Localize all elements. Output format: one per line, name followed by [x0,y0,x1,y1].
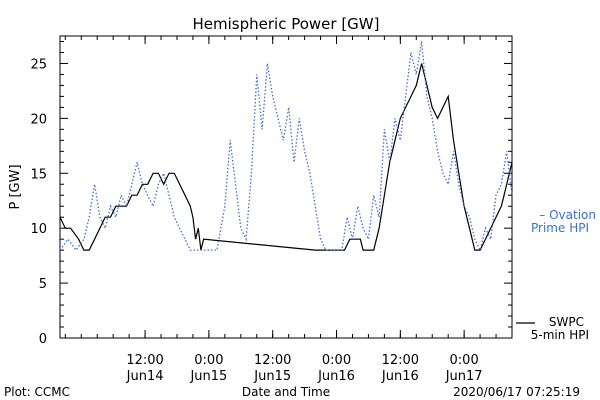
y-axis: 0 5 10 15 20 25 [30,40,512,347]
x-tick-time-label: 0:00 [194,353,223,368]
y-axis-label: P [GW] [8,164,23,209]
legend-ovation-label: Prime HPI [531,221,589,235]
plot-frame [59,35,513,339]
x-tick-date-label: Jun15 [189,369,227,384]
y-tick-label: 25 [30,57,47,72]
plot-credit: Plot: CCMC [4,385,70,399]
x-tick-time-label: 12:00 [126,353,163,368]
series-layer [59,41,513,253]
plot-timestamp: 2020/06/17 07:25:19 [453,385,580,399]
x-tick-time-label: 12:00 [382,353,419,368]
y-tick-label: 10 [30,222,47,237]
x-tick-date-label: Jun15 [253,369,291,384]
x-tick-date-label: Jun17 [445,369,483,384]
chart-title: Hemispheric Power [GW] [193,15,380,33]
x-tick-time-label: 0:00 [322,353,351,368]
x-tick-date-label: Jun16 [317,369,355,384]
x-tick-date-label: Jun14 [126,369,164,384]
legend-swpc-label: SWPC [549,315,584,329]
y-tick-label: 20 [30,112,47,127]
x-tick-time-label: 12:00 [254,353,291,368]
x-axis-label: Date and Time [242,385,330,399]
x-tick-time-label: 0:00 [450,353,479,368]
y-tick-label: 5 [39,277,47,292]
x-axis: 12:00Jun140:00Jun1512:00Jun150:00Jun1612… [64,36,513,384]
y-tick-label: 15 [30,167,47,182]
legend-swpc-label: 5-min HPI [531,328,589,342]
y-tick-label: 0 [39,332,47,347]
series-line-swpc [59,63,513,251]
series-line-ovation [59,41,513,253]
legend-ovation-label: – Ovation [539,208,596,222]
x-tick-date-label: Jun16 [381,369,419,384]
